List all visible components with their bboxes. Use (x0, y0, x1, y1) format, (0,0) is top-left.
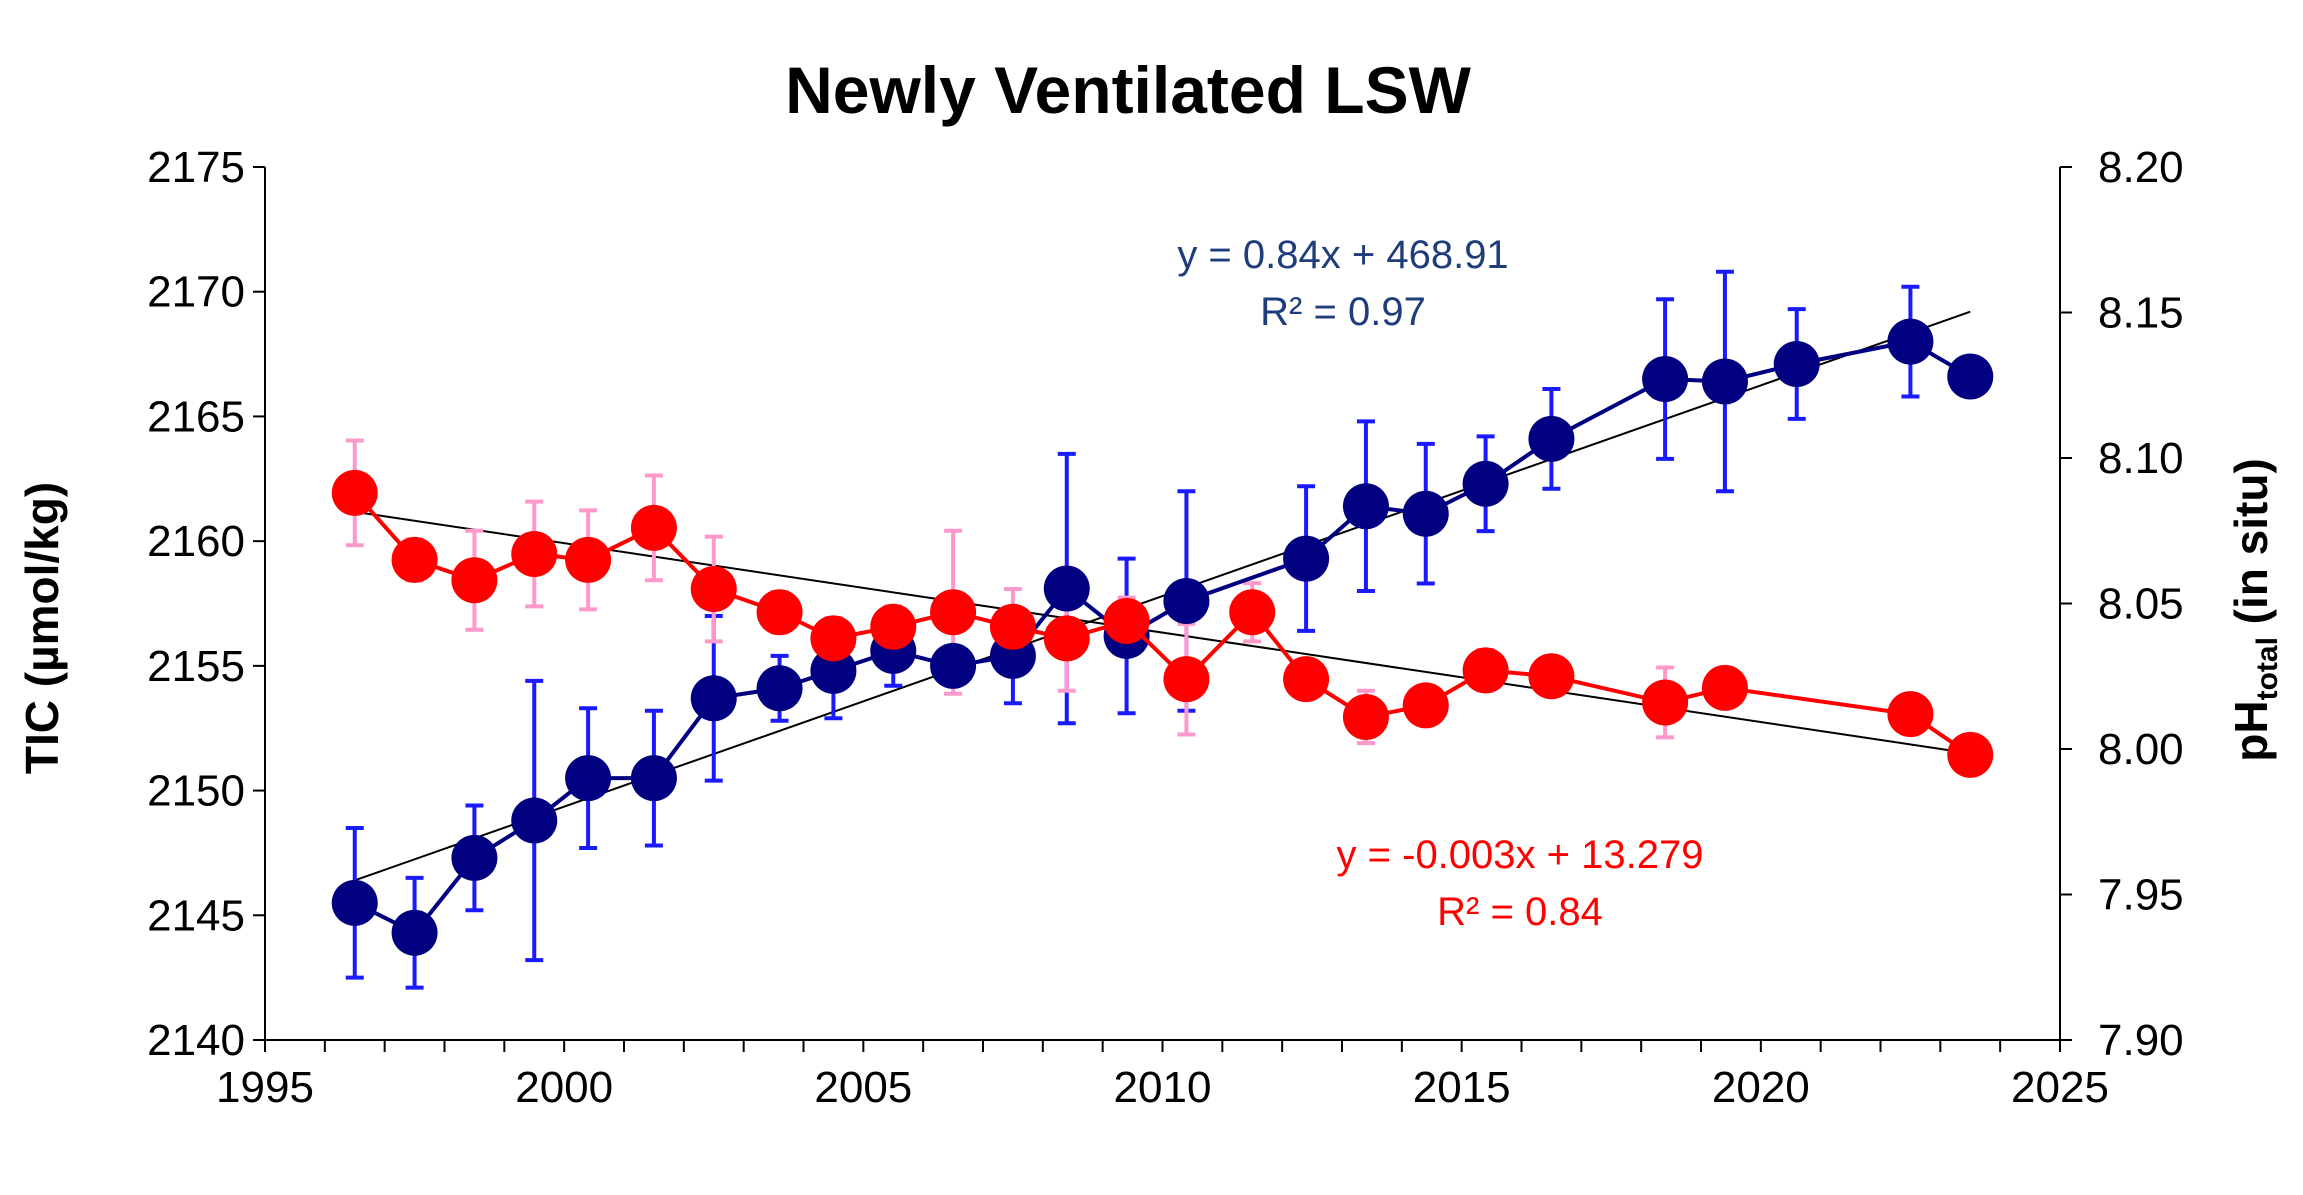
tic-data-point (511, 797, 558, 844)
x-tick-label: 2000 (515, 1063, 613, 1112)
ph-data-point (331, 469, 378, 516)
y-right-axis-title-main: pH (2225, 700, 2277, 761)
ph-data-point (1887, 691, 1934, 738)
tic-data-point (930, 642, 977, 689)
ph-data-point (630, 504, 677, 551)
tic-data-point (1163, 578, 1210, 625)
tic-data-point (1947, 353, 1994, 400)
y-left-tick-label: 2155 (147, 642, 245, 691)
y-left-tick-label: 2170 (147, 268, 245, 317)
tic-data-point (1887, 318, 1934, 365)
y-left-tick-label: 2160 (147, 517, 245, 566)
y-right-tick-label: 8.00 (2098, 725, 2184, 774)
tic-trend-equation: y = 0.84x + 468.91 (1177, 233, 1508, 277)
tic-data-point (1283, 535, 1330, 582)
tic-data-point (690, 675, 737, 722)
ph-data-point (391, 536, 438, 583)
ph-data-point (1283, 656, 1330, 703)
tic-data-point (1701, 358, 1748, 405)
y-right-tick-label: 7.90 (2098, 1016, 2184, 1065)
ph-data-point (1043, 615, 1090, 662)
trend-lines (354, 310, 1971, 882)
tic-data-point (391, 909, 438, 956)
ph-data-point (1163, 656, 1210, 703)
ph-data-point (870, 603, 917, 650)
tic-data-point (331, 879, 378, 926)
tic-data-point (756, 665, 803, 712)
tic-data-point (1773, 341, 1820, 388)
y-right-tick-label: 8.05 (2098, 580, 2184, 629)
tic-data-point (810, 647, 857, 694)
y-left-tick-label: 2140 (147, 1016, 245, 1065)
y-left-tick-label: 2165 (147, 392, 245, 441)
y-left-tick-label: 2145 (147, 891, 245, 940)
tic-data-point (1642, 356, 1689, 403)
ph-data-point (1528, 653, 1575, 700)
tic-data-point (1528, 415, 1575, 462)
x-tick-label: 1995 (216, 1063, 314, 1112)
ph-data-point (1642, 679, 1689, 726)
tic-trend-line (354, 310, 1971, 882)
series-layer (331, 269, 1994, 990)
y-left-axis-title: TIC (µmol/kg) (16, 482, 68, 774)
axes: 2140 2145 2150 2155 2160 2165 2170 2175 7.90 7.95… (147, 143, 2184, 1112)
tic-data-point (565, 755, 612, 802)
x-tick-label: 2025 (2011, 1063, 2109, 1112)
ph-data-point (511, 531, 558, 578)
ph-data-point (810, 615, 857, 662)
ph-data-point (565, 536, 612, 583)
ph-data-point (690, 565, 737, 612)
y-right-axis-title-tail: (in situ) (2225, 458, 2277, 637)
ph-data-point (1342, 693, 1389, 740)
x-tick-label: 2020 (1712, 1063, 1810, 1112)
tic-data-point (1402, 490, 1449, 537)
tic-data-point (1043, 565, 1090, 612)
x-tick-label: 2005 (814, 1063, 912, 1112)
ph-data-point (1462, 647, 1509, 694)
y-right-tick-label: 7.95 (2098, 871, 2184, 920)
tic-data-point (451, 834, 498, 881)
ph-data-point (1103, 597, 1150, 644)
tic-trend-r2: R² = 0.97 (1260, 290, 1426, 334)
tic-series-line (353, 339, 1972, 936)
tic-data-point (630, 755, 677, 802)
ph-series-line (353, 491, 1972, 757)
y-right-axis-title: pHtotal (in situ) (2225, 458, 2284, 762)
ph-data-point (1402, 682, 1449, 729)
x-tick-label: 2010 (1114, 1063, 1212, 1112)
ph-data-point (930, 589, 977, 636)
chart-title: Newly Ventilated LSW (785, 53, 1472, 127)
ph-trend-line (354, 510, 1971, 755)
ph-data-point (451, 557, 498, 604)
ph-data-point (1229, 589, 1276, 636)
y-left-tick-label: 2175 (147, 143, 245, 192)
x-tick-label: 2015 (1413, 1063, 1511, 1112)
ph-data-point (1701, 664, 1748, 711)
y-right-tick-label: 8.15 (2098, 289, 2184, 338)
y-right-tick-label: 8.20 (2098, 143, 2184, 192)
y-right-tick-label: 8.10 (2098, 434, 2184, 483)
y-left-tick-label: 2150 (147, 767, 245, 816)
ph-data-point (756, 589, 803, 636)
ph-trend-r2: R² = 0.84 (1437, 890, 1603, 934)
ph-data-point (989, 603, 1036, 650)
ph-trend-equation: y = -0.003x + 13.279 (1337, 833, 1704, 877)
tic-data-point (1342, 483, 1389, 530)
ph-data-point (1947, 731, 1994, 778)
y-right-axis-title-sub: total (2251, 637, 2284, 700)
tic-data-point (1462, 460, 1509, 507)
